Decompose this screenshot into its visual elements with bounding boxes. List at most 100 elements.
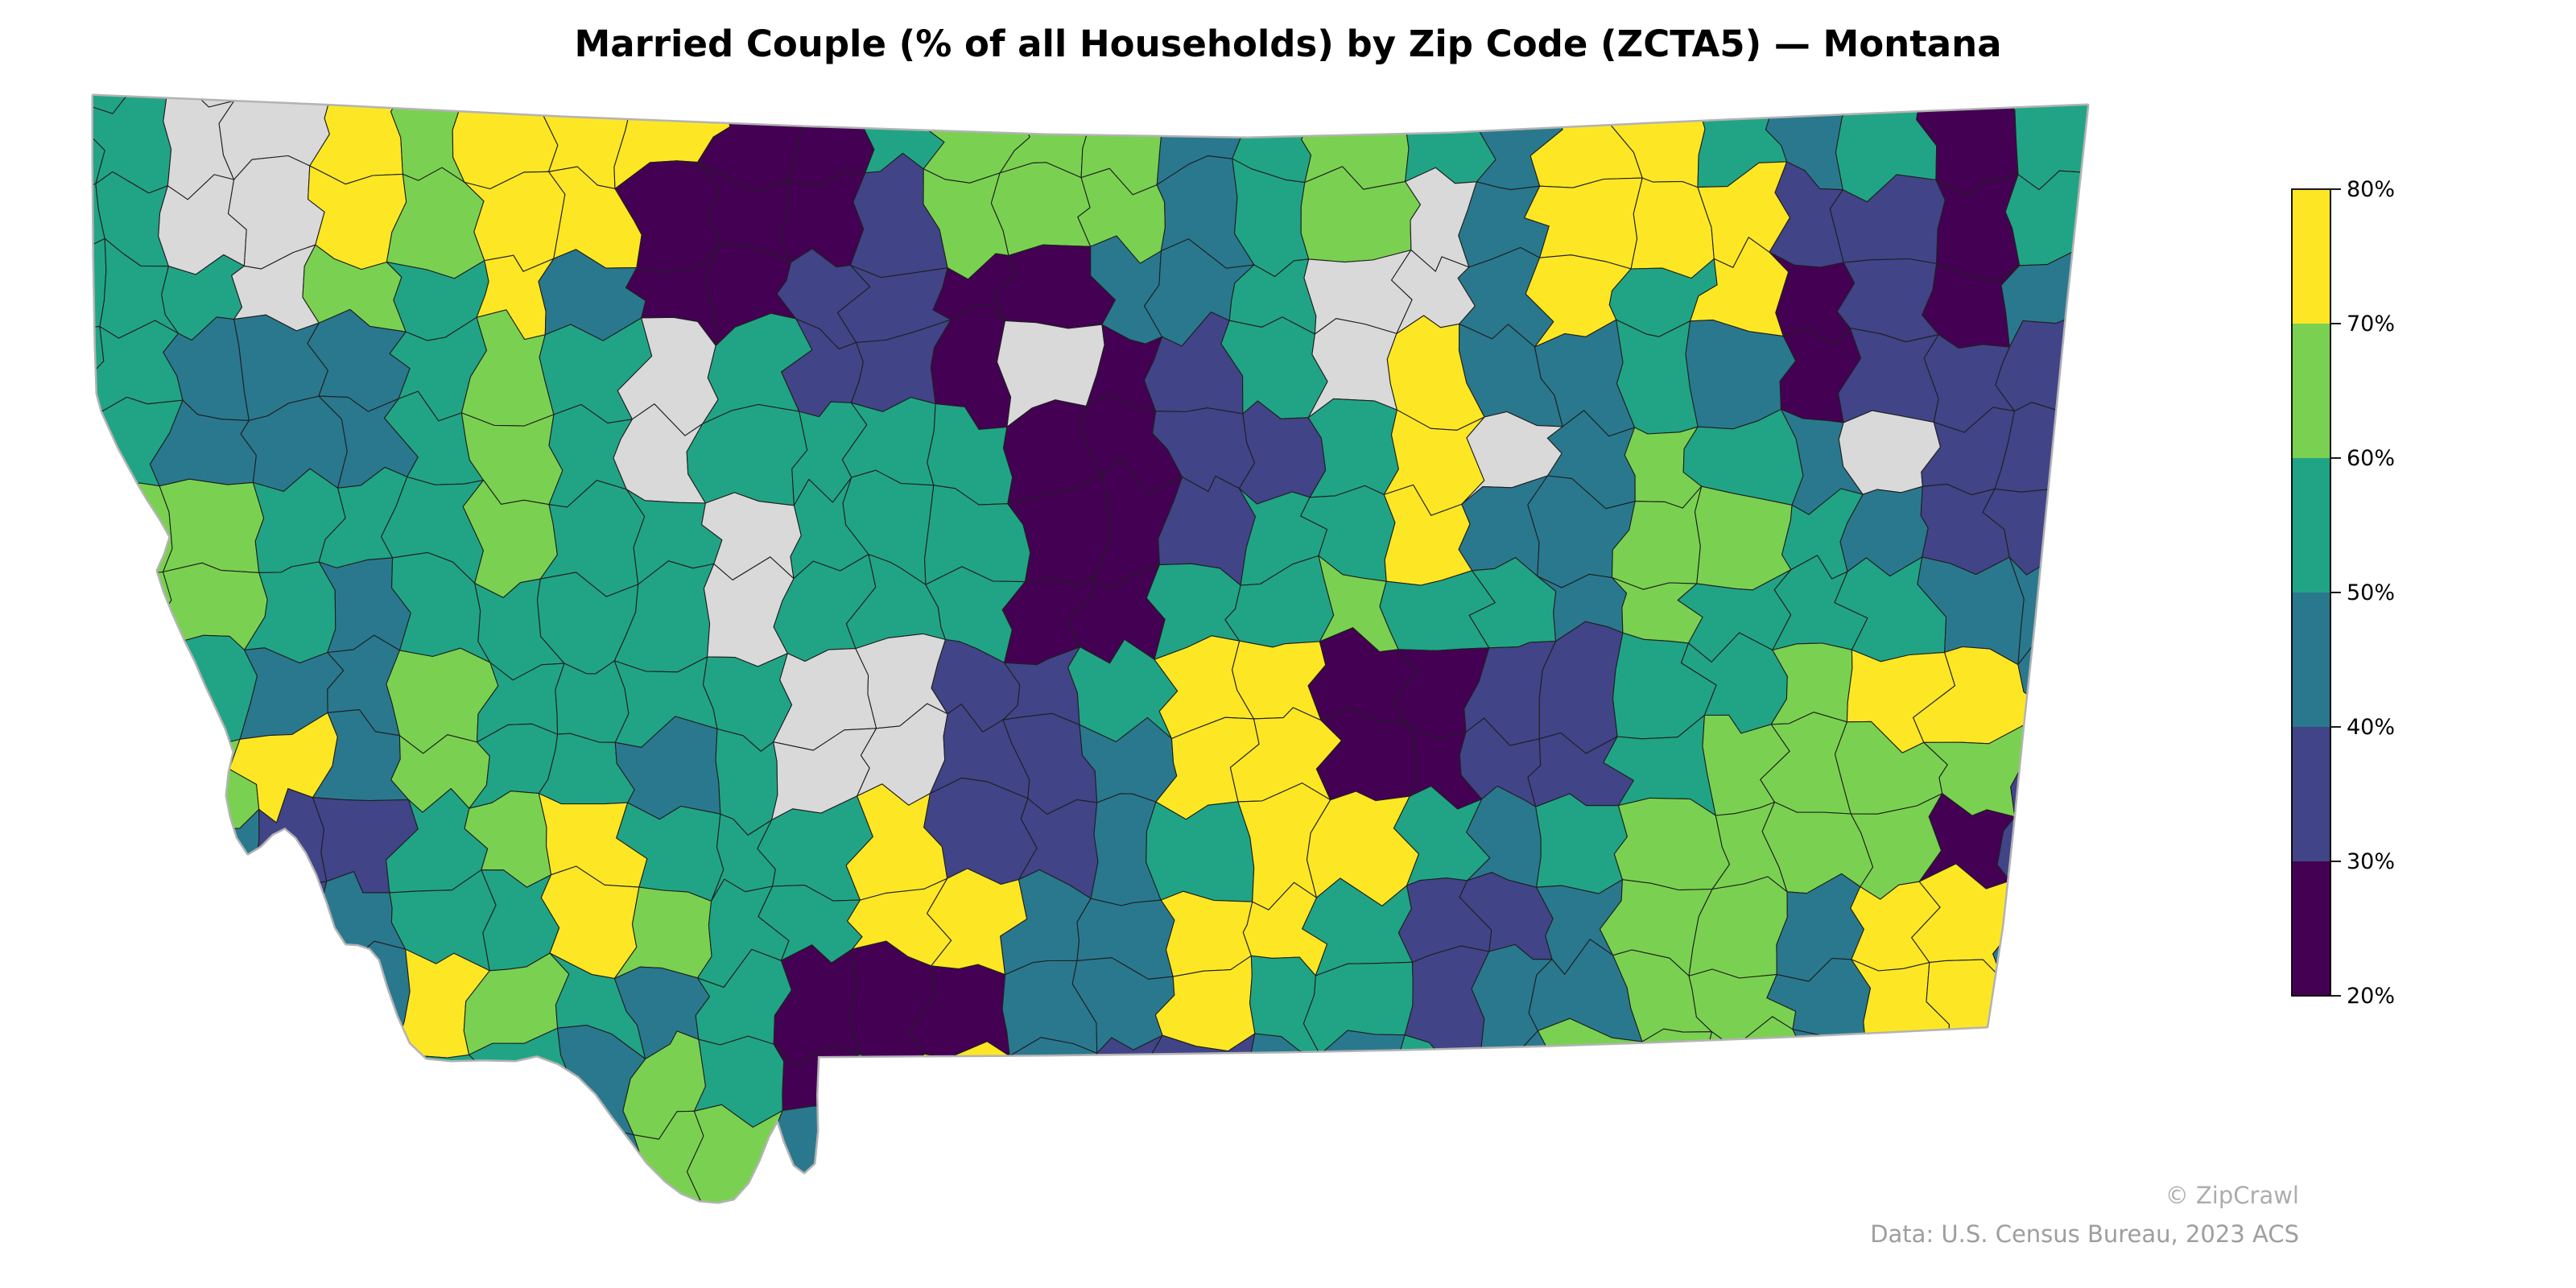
zcta-region (1228, 96, 1327, 108)
zcta-region (93, 225, 107, 328)
zcta-region (1294, 1196, 1412, 1202)
zcta-region (2070, 1120, 2087, 1202)
colorbar-tick-label: 20% (2347, 984, 2395, 1009)
zcta-region (314, 3, 407, 90)
zcta-region (693, 1207, 791, 1288)
zcta-region (1534, 1189, 1639, 1202)
zcta-region (1603, 96, 1699, 109)
zcta-region (630, 96, 722, 114)
zcta-region (1919, 96, 2027, 103)
zcta-region (773, 944, 860, 1066)
zcta-region (1303, 250, 1413, 335)
zcta-region (163, 1185, 242, 1202)
zcta-region (841, 397, 936, 486)
zcta-region (93, 811, 183, 894)
zcta-region (1307, 96, 1406, 119)
zcta-region (2004, 170, 2087, 266)
zcta-region (1232, 1175, 1318, 1202)
zcta-region (250, 956, 333, 1058)
zcta-region (93, 98, 105, 196)
zcta-region (401, 1103, 498, 1200)
zcta-region (997, 1108, 1092, 1202)
zcta-region (2065, 473, 2087, 595)
zcta-region (1232, 1098, 1320, 1202)
colorbar-band (2292, 458, 2330, 593)
zcta-region (686, 1104, 784, 1202)
zcta-region (2010, 712, 2087, 823)
zcta-region (568, 1208, 641, 1283)
zcta-region (93, 638, 106, 740)
zcta-region (93, 1191, 118, 1202)
zcta-region (323, 1106, 419, 1202)
zcta-region (1926, 959, 2013, 1063)
colorbar-tick-label: 70% (2347, 312, 2395, 336)
zcta-region (1769, 1188, 1856, 1202)
zcta-region (400, 1174, 487, 1202)
zcta-region (2088, 163, 2163, 247)
zcta-region (1379, 570, 1496, 651)
zcta-region-layer (23, 3, 2163, 1288)
zcta-region (1854, 1049, 1955, 1137)
zcta-region (2073, 575, 2087, 650)
zcta-region (927, 1092, 1032, 1202)
zcta-region (2070, 228, 2087, 334)
zcta-region (929, 96, 1030, 130)
zcta-region (237, 1113, 339, 1202)
zcta-region (1006, 1187, 1102, 1202)
zcta-region (1071, 1117, 1183, 1196)
zcta-region (1146, 801, 1255, 902)
zcta-region (1998, 4, 2091, 89)
zcta-region (93, 320, 105, 421)
zcta-region (846, 1100, 952, 1202)
zcta-region (2061, 1034, 2087, 1137)
zcta-region (1077, 96, 1162, 110)
zcta-region (1005, 1037, 1106, 1136)
zcta-region (23, 791, 80, 894)
zcta-region (769, 1208, 869, 1288)
zcta-region (157, 1043, 273, 1130)
zcta-region (770, 1104, 869, 1202)
zcta-region (159, 478, 265, 573)
colorbar-band (2292, 324, 2330, 459)
zcta-region (618, 1208, 713, 1286)
zcta-region (1854, 1108, 1940, 1202)
zcta-region (163, 1105, 262, 1202)
zcta-region (1464, 1189, 1561, 1202)
zcta-region (1619, 1191, 1726, 1202)
zcta-region (780, 171, 866, 268)
zcta-region (93, 1049, 97, 1135)
colorbar-tick-label: 30% (2347, 849, 2395, 874)
zcta-region (1998, 1038, 2078, 1125)
zcta-region (832, 96, 953, 111)
zcta-region (237, 1042, 349, 1138)
zcta-region (1996, 811, 2087, 890)
zcta-region (1688, 1115, 1799, 1202)
zcta-region (384, 96, 485, 100)
zcta-region (93, 1052, 179, 1133)
zcta-region (93, 567, 99, 648)
zcta-region (1756, 96, 1871, 104)
zcta-region (478, 1120, 572, 1202)
zcta-region (1146, 1033, 1256, 1132)
zcta-region (1524, 177, 1643, 270)
zcta-region (1087, 1187, 1186, 1202)
zcta-region (2067, 961, 2087, 1050)
zcta-region (1163, 1187, 1246, 1202)
zcta-region (1463, 96, 1551, 120)
zcta-region (93, 940, 100, 1065)
zcta-region (1529, 96, 1620, 104)
zcta-region (1695, 1016, 1808, 1133)
zcta-region (1301, 96, 1410, 190)
zcta-region (332, 1041, 418, 1133)
zcta-region (93, 482, 173, 578)
zcta-region (1311, 1111, 1412, 1202)
zcta-region (93, 484, 109, 583)
zcta-region (93, 720, 106, 824)
zcta-region (1935, 174, 2021, 283)
zcta-region (845, 1053, 946, 1120)
zcta-region (316, 940, 411, 1062)
colorbar-band (2292, 592, 2330, 728)
zcta-region (1464, 1110, 1571, 1202)
zcta-region (2064, 880, 2087, 977)
